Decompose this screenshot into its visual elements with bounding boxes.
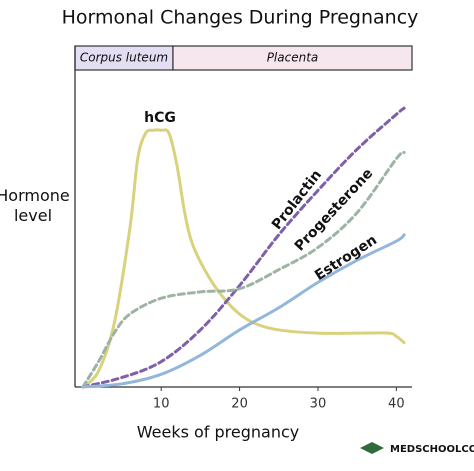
series-line (81, 106, 406, 389)
series-line (81, 233, 406, 389)
x-tick-label: 30 (310, 397, 327, 412)
chart-title: Hormonal Changes During Pregnancy (62, 7, 419, 29)
y-axis-label: Hormone level (0, 186, 70, 225)
logo-icon (360, 442, 384, 454)
phase-label: Corpus luteum (80, 51, 168, 65)
y-axis-label-line: level (14, 206, 52, 225)
phase-label: Placenta (267, 51, 319, 65)
series-label: Estrogen (312, 232, 380, 284)
logo: MEDSCHOOLCOACH (360, 442, 474, 455)
series-label: hCG (144, 110, 176, 126)
series-line (81, 150, 406, 389)
x-axis-label: Weeks of pregnancy (137, 423, 300, 442)
x-tick-label: 20 (231, 397, 248, 412)
y-axis-label-line: Hormone (0, 186, 70, 205)
x-tick-label: 10 (153, 397, 170, 412)
phase-band (172, 45, 413, 71)
series-line (81, 128, 406, 389)
logo-text: MEDSCHOOLCOACH (390, 444, 474, 455)
x-tick-label: 40 (388, 397, 405, 412)
